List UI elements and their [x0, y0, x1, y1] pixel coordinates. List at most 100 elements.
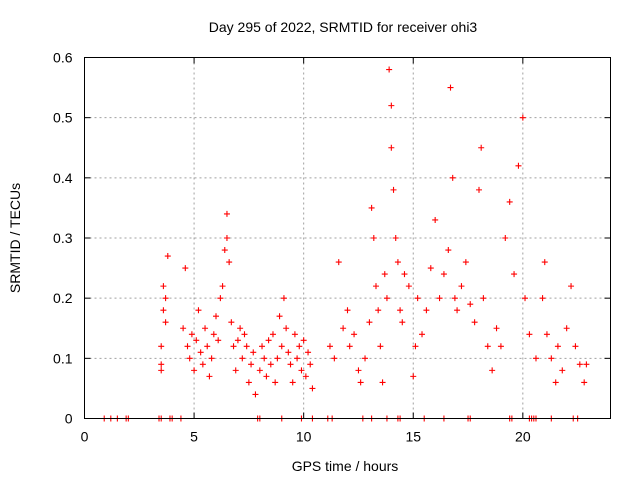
data-point	[478, 144, 485, 151]
data-point	[265, 337, 272, 344]
data-point	[484, 343, 491, 350]
data-point	[259, 343, 266, 350]
data-point	[543, 331, 550, 338]
data-point	[532, 355, 539, 362]
data-point	[217, 295, 224, 302]
data-point	[370, 235, 377, 241]
data-point	[162, 319, 169, 326]
data-point	[302, 373, 309, 380]
x-axis-label: GPS time / hours	[292, 458, 399, 474]
data-point	[539, 295, 546, 302]
data-point	[423, 307, 430, 314]
data-point	[184, 343, 191, 350]
tick-labels: 0 5 10 15 20 0 0.1 0.2 0.3 0.4 0.5 0.6	[53, 50, 531, 445]
data-point	[372, 283, 379, 290]
data-point	[278, 343, 285, 350]
data-point	[410, 373, 417, 380]
data-point	[519, 114, 526, 121]
data-point	[241, 331, 248, 338]
data-point	[399, 319, 406, 326]
data-point	[158, 343, 165, 350]
data-point	[280, 295, 287, 302]
data-point	[449, 174, 456, 181]
x-tick-label: 20	[515, 429, 531, 445]
data-point	[243, 343, 250, 350]
data-point	[248, 361, 255, 368]
data-point	[462, 259, 469, 266]
data-point	[160, 307, 167, 314]
data-point	[458, 283, 465, 290]
data-point	[287, 361, 294, 368]
data-point	[206, 373, 213, 380]
data-point	[502, 235, 509, 241]
data-point	[263, 373, 270, 380]
data-point	[362, 355, 369, 362]
data-point	[160, 283, 167, 290]
data-point	[239, 355, 246, 362]
data-point	[195, 307, 202, 314]
data-point	[272, 379, 279, 386]
chart-title: Day 295 of 2022, SRMTID for receiver ohi…	[209, 19, 478, 35]
data-point	[476, 186, 482, 193]
data-point	[383, 295, 390, 302]
data-point	[193, 337, 200, 344]
data-point	[526, 331, 533, 338]
data-point	[269, 331, 276, 338]
data-point	[386, 66, 393, 73]
data-point	[506, 198, 513, 205]
data-point	[307, 361, 314, 368]
data-point	[436, 295, 443, 302]
data-point	[480, 295, 487, 302]
data-point	[267, 361, 274, 368]
data-point	[552, 379, 559, 386]
data-point	[366, 319, 373, 326]
data-point	[186, 355, 193, 362]
x-tick-label: 5	[190, 429, 198, 445]
data-point	[197, 349, 204, 356]
data-point	[309, 385, 316, 392]
x-tick-label: 10	[296, 429, 312, 445]
data-point	[285, 349, 292, 356]
data-point	[213, 313, 219, 320]
data-point	[237, 325, 244, 332]
data-point	[296, 343, 303, 350]
data-point	[289, 379, 296, 386]
data-point	[219, 283, 226, 290]
y-tick-label: 0.3	[53, 230, 73, 246]
data-point	[401, 271, 408, 278]
data-point	[300, 337, 307, 344]
data-point	[368, 204, 375, 211]
data-point	[541, 259, 548, 266]
data-point	[164, 253, 171, 260]
data-point	[291, 331, 298, 338]
data-point	[294, 355, 301, 362]
data-point	[215, 337, 222, 344]
data-point	[182, 265, 189, 272]
data-point	[379, 379, 386, 386]
x-tick-label: 0	[81, 429, 89, 445]
data-point	[447, 84, 454, 91]
data-point	[346, 343, 353, 350]
y-axis-label: SRMTID / TECUs	[7, 183, 23, 293]
data-point	[355, 367, 362, 374]
data-point	[388, 144, 395, 151]
data-point	[331, 355, 338, 362]
data-point	[559, 367, 566, 374]
data-point	[493, 325, 500, 332]
data-point	[226, 259, 233, 266]
data-point	[489, 367, 496, 374]
data-point	[188, 331, 195, 338]
data-point	[471, 319, 478, 326]
data-point	[326, 343, 333, 350]
data-point	[583, 361, 590, 368]
data-point	[522, 295, 529, 302]
data-point	[199, 361, 206, 368]
data-point	[581, 379, 588, 386]
data-point	[305, 349, 312, 356]
data-point	[245, 379, 252, 386]
data-point	[497, 343, 504, 350]
data-point	[390, 186, 397, 193]
data-point	[392, 235, 399, 241]
data-point	[576, 361, 583, 368]
